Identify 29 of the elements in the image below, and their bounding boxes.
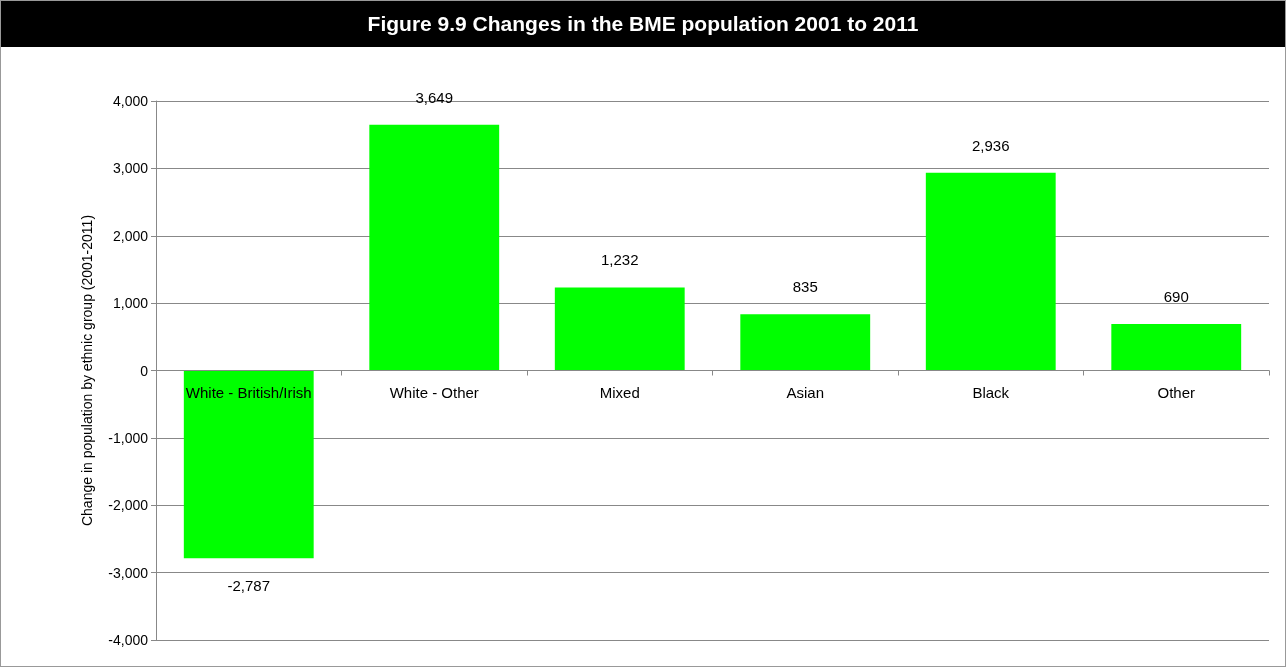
bar [1111,324,1242,371]
data-label: 2,936 [971,136,1010,154]
x-tick-label: White - Other [389,383,479,401]
x-tick-label: Asian [786,383,825,401]
bar [925,172,1056,371]
x-tick-label: Mixed [599,383,640,401]
y-tick-label: 3,000 [112,160,149,177]
bar [740,314,871,371]
y-axis-title: Change in population by ethnic group (2001-2011) [79,214,95,527]
y-tick-label: -2,000 [108,497,149,514]
y-tick-label: -4,000 [108,632,149,648]
bar [554,287,685,371]
data-label: 690 [1163,288,1189,306]
data-label: 1,232 [600,251,639,269]
chart-title: Figure 9.9 Changes in the BME population 2001 to 2011 [1,1,1285,47]
y-tick-label: 2,000 [112,227,149,244]
y-tick-label: -3,000 [108,564,149,581]
y-tick-label: 1,000 [112,295,149,312]
x-tick-label: White - British/Irish [185,383,312,401]
x-tick-label: Black [972,383,1010,401]
data-label: -2,787 [227,577,271,595]
x-tick-label: Other [1157,383,1196,401]
data-label: 835 [792,278,818,296]
bar [183,370,314,559]
y-tick-label: 4,000 [112,93,149,109]
y-tick-label: 0 [140,362,149,379]
data-label: 3,649 [415,88,454,106]
y-tick-label: -1,000 [108,429,149,446]
bar [369,124,500,371]
